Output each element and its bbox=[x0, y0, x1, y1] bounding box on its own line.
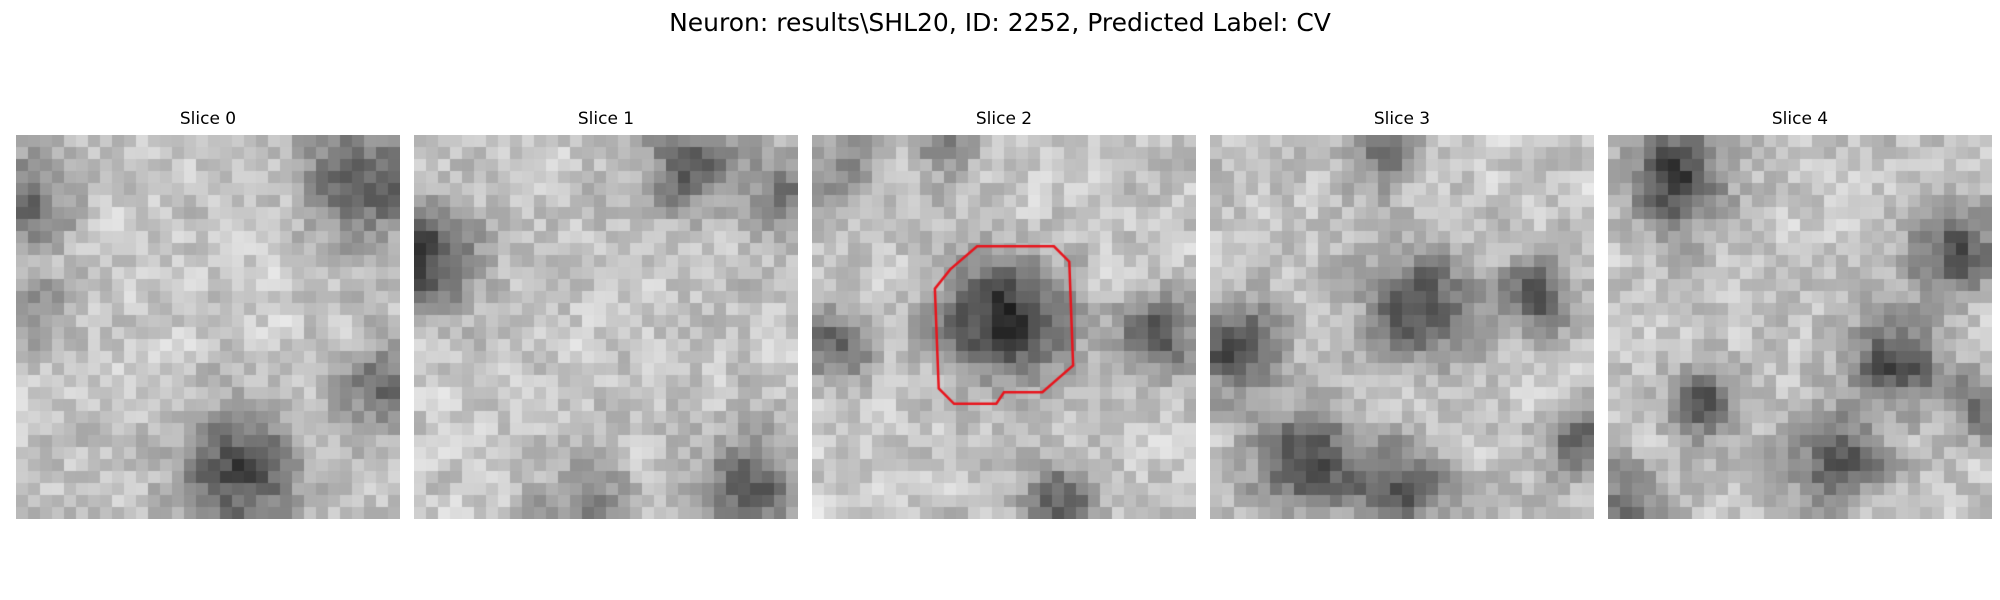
slice-image-1 bbox=[414, 135, 798, 519]
slice-title: Slice 1 bbox=[577, 109, 635, 129]
slice-panel-1: Slice 1 bbox=[414, 108, 798, 519]
slice-image-2 bbox=[812, 135, 1196, 519]
slice-image-4 bbox=[1608, 135, 1992, 519]
figure-title: Neuron: results\SHL20, ID: 2252, Predict… bbox=[669, 8, 1331, 37]
slice-title: Slice 4 bbox=[1771, 109, 1829, 129]
slice-title: Slice 3 bbox=[1373, 109, 1431, 129]
slice-panel-0: Slice 0 bbox=[16, 108, 400, 519]
slice-panel-3: Slice 3 bbox=[1210, 108, 1594, 519]
slice-title: Slice 0 bbox=[179, 109, 237, 129]
slice-image-0 bbox=[16, 135, 400, 519]
slice-image-3 bbox=[1210, 135, 1594, 519]
slice-title: Slice 2 bbox=[975, 109, 1033, 129]
slice-panel-2: Slice 2 bbox=[812, 108, 1196, 519]
slice-panel-4: Slice 4 bbox=[1608, 108, 1992, 519]
